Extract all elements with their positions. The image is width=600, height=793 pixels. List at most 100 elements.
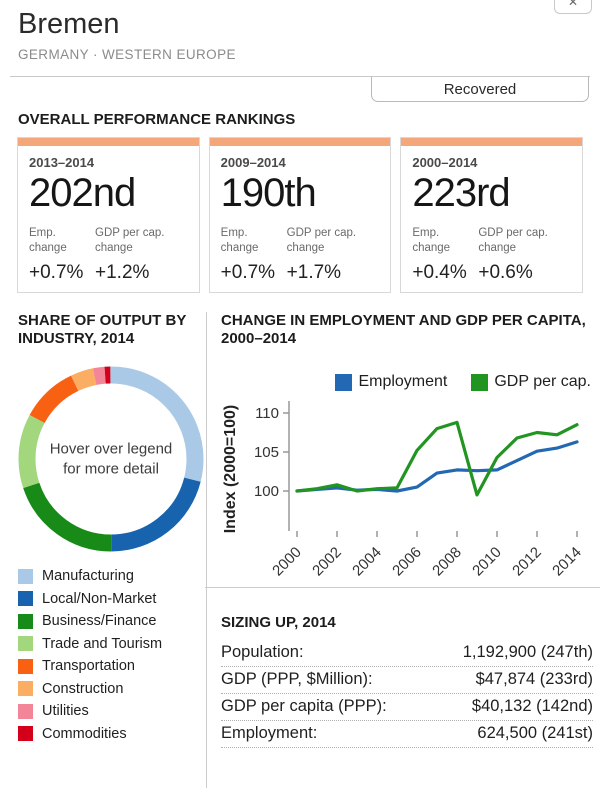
row-label: GDP (PPP, $Million): (221, 669, 373, 688)
legend-label: Commodities (42, 725, 127, 742)
legend-swatch (18, 613, 33, 629)
donut-segment-commodities[interactable] (18, 366, 204, 552)
sizing-section: SIZING UP, 2014 Population: 1,192,900 (24… (221, 614, 595, 748)
legend-label: Employment (358, 373, 448, 391)
legend-label: Local/Non-Market (42, 590, 157, 607)
x-tick-label: 2010 (469, 544, 505, 579)
legend-swatch (471, 373, 489, 391)
legend-item-construction[interactable]: Construction (18, 681, 205, 697)
x-tick-label: 2002 (309, 544, 345, 579)
rankings-section-title: OVERALL PERFORMANCE RANKINGS (18, 111, 296, 128)
y-tick-label: 110 (255, 405, 279, 422)
legend-label: Construction (42, 680, 124, 697)
x-tick-label: 2014 (549, 544, 585, 579)
industry-legend: Manufacturing Local/Non-Market Business/Fi… (18, 568, 205, 742)
donut-svg (18, 366, 204, 552)
series-line-employment (295, 440, 579, 493)
legend-item-local-non-market[interactable]: Local/Non-Market (18, 591, 205, 607)
recovery-status-button[interactable]: Recovered (371, 76, 589, 102)
industry-section-title: SHARE OF OUTPUT BY INDUSTRY, 2014 (18, 311, 187, 348)
row-value: $47,874 (233rd) (475, 669, 593, 688)
legend-item-manufacturing[interactable]: Manufacturing (18, 568, 205, 584)
rankings-section: OVERALL PERFORMANCE RANKINGS 2013–2014 2… (17, 111, 584, 293)
gdp-change-value: +1.2% (95, 261, 150, 283)
emp-change-value: +0.4% (412, 261, 467, 283)
row-label: GDP per capita (PPP): (221, 696, 387, 715)
x-tick-label: 2012 (509, 544, 545, 579)
legend-label: GDP per cap. (494, 373, 591, 391)
card-period: 2013–2014 (29, 154, 95, 170)
table-row: GDP per capita (PPP): $40,132 (142nd) (221, 695, 593, 721)
line-legend-item-gdp-per-cap-[interactable]: GDP per cap. (471, 373, 591, 391)
table-row: Population: 1,192,900 (247th) (221, 641, 593, 667)
row-label: Employment: (221, 723, 318, 742)
row-value: $40,132 (142nd) (471, 696, 593, 715)
legend-swatch (18, 681, 33, 697)
horizontal-divider (205, 587, 600, 589)
donut-segment-trade-and-tourism[interactable] (18, 366, 204, 552)
legend-label: Manufacturing (42, 568, 134, 585)
emp-change-label: Emp. change (29, 226, 67, 254)
legend-swatch (18, 568, 33, 584)
legend-swatch (18, 726, 33, 742)
legend-label: Transportation (42, 658, 135, 675)
sizing-section-title: SIZING UP, 2014 (221, 614, 336, 632)
card-period: 2000–2014 (412, 154, 478, 170)
ranking-card-2009-2014: 2009–2014 190th Emp. change +0.7% GDP pe… (208, 136, 392, 293)
emp-change-value: +0.7% (220, 261, 276, 283)
ranking-card-2013-2014: 2013–2014 202nd Emp. change +0.7% GDP pe… (17, 136, 200, 293)
status-badge: Recovered (443, 80, 517, 98)
donut-segment-local-non-market[interactable] (18, 366, 204, 552)
row-value: 624,500 (241st) (477, 723, 593, 742)
legend-swatch (18, 658, 33, 674)
main-content: SHARE OF OUTPUT BY INDUSTRY, 2014 Hover … (0, 311, 600, 788)
emp-change-label: Emp. change (412, 226, 451, 254)
emp-change-label: Emp. change (220, 226, 259, 254)
legend-item-business-finance[interactable]: Business/Finance (18, 613, 205, 629)
row-label: Population: (221, 642, 304, 661)
legend-item-trade-and-tourism[interactable]: Trade and Tourism (18, 636, 205, 652)
legend-swatch (18, 636, 33, 652)
card-accent-bar (209, 137, 391, 146)
card-rank: 190th (220, 170, 317, 215)
line-chart-legend: Employment GDP per cap. (221, 373, 591, 391)
ranking-cards: 2013–2014 202nd Emp. change +0.7% GDP pe… (17, 136, 584, 293)
x-tick-label: 2006 (389, 544, 425, 579)
card-accent-bar (401, 137, 583, 146)
legend-label: Utilities (42, 703, 89, 720)
close-button[interactable]: ✕ (554, 0, 592, 14)
card-rank: 223rd (412, 170, 510, 215)
series-line-gdp-per-cap- (295, 420, 579, 497)
line-legend-item-employment[interactable]: Employment (335, 373, 447, 391)
legend-item-commodities[interactable]: Commodities (18, 726, 205, 742)
table-row: Employment: 624,500 (241st) (221, 722, 593, 748)
header-divider: Recovered (10, 76, 590, 103)
gdp-change-label: GDP per cap. change (95, 226, 165, 254)
emp-change-value: +0.7% (29, 261, 84, 283)
legend-label: Trade and Tourism (42, 635, 163, 652)
y-axis-label: Index (2000=100) (222, 405, 239, 534)
legend-swatch (18, 703, 33, 719)
x-tick-label: 2004 (349, 544, 385, 579)
ranking-card-2000-2014: 2000–2014 223rd Emp. change +0.4% GDP pe… (400, 136, 584, 293)
vertical-divider (206, 311, 207, 788)
line-chart-title: CHANGE IN EMPLOYMENT AND GDP PER CAPITA,… (221, 311, 586, 348)
legend-swatch (335, 373, 353, 391)
gdp-change-label: GDP per cap. change (286, 226, 357, 254)
legend-item-transportation[interactable]: Transportation (18, 658, 205, 674)
card-accent-bar (18, 137, 199, 146)
y-tick-label: 105 (254, 444, 279, 461)
close-icon: ✕ (567, 0, 579, 9)
card-rank: 202nd (29, 170, 136, 215)
legend-item-utilities[interactable]: Utilities (18, 703, 205, 719)
gdp-change-value: +1.7% (286, 261, 342, 283)
row-value: 1,192,900 (247th) (462, 642, 593, 661)
employment-gdp-section: CHANGE IN EMPLOYMENT AND GDP PER CAPITA,… (205, 312, 600, 768)
legend-label: Business/Finance (42, 613, 157, 630)
gdp-change-label: GDP per cap. change (478, 226, 548, 254)
y-tick-label: 100 (254, 483, 279, 500)
legend-swatch (18, 591, 33, 607)
page-title: Bremen (18, 8, 120, 40)
